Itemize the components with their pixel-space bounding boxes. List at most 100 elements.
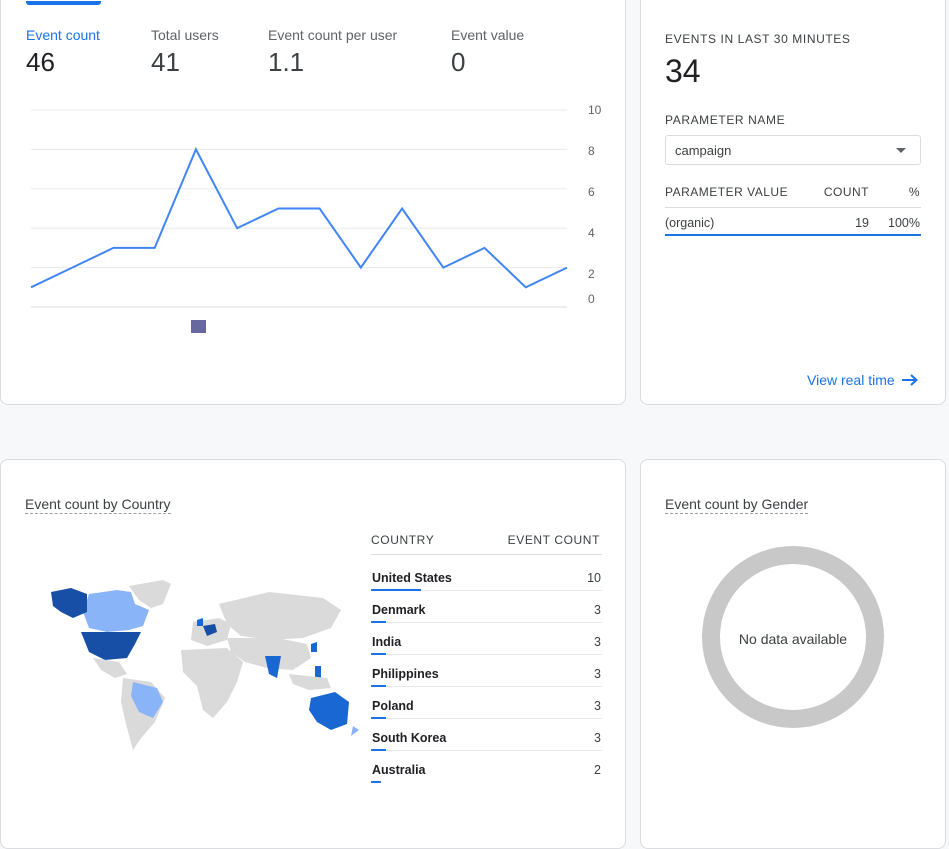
y-tick-label: 10	[588, 103, 602, 117]
dropdown-caret-icon	[896, 148, 906, 153]
event-count-series-line	[30, 147, 568, 289]
country-count: 3	[594, 667, 601, 681]
country-count: 3	[594, 699, 601, 713]
country-share-bar	[371, 717, 386, 719]
parameter-name-value: campaign	[675, 143, 732, 158]
col-country: COUNTRY	[371, 533, 435, 547]
gender-card: Event count by Gender No data available	[640, 459, 946, 849]
country-name: Australia	[372, 763, 426, 777]
parameter-name-label: PARAMETER NAME	[665, 113, 786, 127]
view-real-time-label: View real time	[807, 372, 895, 388]
india-region	[265, 656, 281, 678]
table-row[interactable]: Australia 2	[371, 756, 602, 788]
row-divider	[371, 590, 602, 591]
new-zealand-region	[351, 726, 359, 736]
row-divider	[371, 718, 602, 719]
country-count: 2	[594, 763, 601, 777]
country-count: 3	[594, 603, 601, 617]
country-count: 3	[594, 731, 601, 745]
country-name: India	[372, 635, 402, 649]
metric-label: Total users	[151, 27, 219, 43]
country-share-bar	[371, 749, 386, 751]
view-real-time-link[interactable]: View real time	[807, 372, 919, 388]
metric-tab-event-count-per-user[interactable]: Event count per user 1.1	[268, 27, 397, 78]
metric-label: Event value	[451, 27, 525, 43]
metric-tab-event-value[interactable]: Event value 0	[451, 27, 524, 78]
country-name: United States	[372, 571, 452, 585]
row-parameter-value: (organic)	[665, 216, 715, 230]
greenland-region	[129, 580, 171, 608]
gender-card-title[interactable]: Event count by Gender	[665, 496, 809, 514]
brazil-region	[131, 682, 163, 718]
row-share-bar	[665, 234, 921, 236]
country-share-bar	[371, 781, 381, 783]
table-row[interactable]: Philippines 3	[371, 660, 602, 692]
metric-tab-event-count[interactable]: Event count 46	[26, 27, 100, 78]
parameter-name-select[interactable]: campaign	[665, 135, 921, 165]
country-share-bar	[371, 685, 386, 687]
world-map[interactable]	[31, 578, 366, 758]
metric-tab-total-users[interactable]: Total users 41	[151, 27, 219, 78]
realtime-title: EVENTS IN LAST 30 MINUTES	[665, 32, 851, 46]
central-america-region	[93, 658, 127, 678]
country-share-bar	[371, 621, 386, 623]
row-percent: 100%	[888, 216, 920, 230]
country-share-bar	[371, 653, 386, 655]
table-row[interactable]: Poland 3	[371, 692, 602, 724]
row-divider	[371, 750, 602, 751]
country-count: 3	[594, 635, 601, 649]
table-row[interactable]: South Korea 3	[371, 724, 602, 756]
metric-value: 0	[451, 47, 466, 77]
alaska-region	[51, 588, 87, 618]
col-count: COUNT	[823, 185, 869, 199]
arrow-right-icon	[901, 374, 918, 386]
south-korea-region	[311, 642, 317, 652]
country-header-divider	[371, 554, 602, 555]
table-row[interactable]: India 3	[371, 628, 602, 660]
country-name: South Korea	[372, 731, 447, 745]
realtime-value: 34	[665, 53, 701, 89]
country-share-bar	[371, 589, 421, 591]
country-name: Denmark	[372, 603, 426, 617]
country-name: Philippines	[372, 667, 439, 681]
x-axis-marker	[191, 320, 206, 333]
y-tick-label: 4	[588, 226, 595, 240]
col-event-count: EVENT COUNT	[507, 533, 600, 547]
map-landmass	[51, 580, 359, 750]
active-tab-indicator	[26, 1, 101, 5]
header-divider	[665, 207, 921, 208]
row-count: 19	[855, 216, 869, 230]
country-name: Poland	[372, 699, 414, 713]
denmark-region	[197, 618, 203, 626]
col-parameter-value: PARAMETER VALUE	[665, 185, 789, 199]
philippines-region	[315, 666, 321, 678]
metric-label: Event count	[26, 27, 100, 43]
row-divider	[371, 654, 602, 655]
realtime-card: EVENTS IN LAST 30 MINUTES 34 PARAMETER N…	[640, 0, 946, 405]
metrics-card: Event count 46 Total users 41 Event coun…	[0, 0, 626, 405]
united-states-region	[81, 632, 141, 660]
metric-value: 41	[151, 47, 180, 77]
row-divider	[371, 686, 602, 687]
russia-asia-region	[219, 592, 341, 640]
metric-value: 46	[26, 47, 55, 77]
no-data-message: No data available	[738, 631, 848, 647]
southeast-asia-region	[289, 674, 331, 690]
y-tick-label: 2	[588, 267, 595, 281]
country-count: 10	[587, 571, 601, 585]
middle-asia-region	[227, 638, 311, 670]
canada-region	[83, 590, 149, 632]
table-row[interactable]: United States 10	[371, 564, 602, 596]
col-percent: %	[908, 185, 920, 199]
y-tick-label: 8	[588, 144, 595, 158]
y-tick-label: 0	[588, 292, 595, 306]
metric-value: 1.1	[268, 47, 305, 77]
table-row[interactable]: Denmark 3	[371, 596, 602, 628]
australia-region	[309, 692, 349, 730]
country-card: Event count by Country COUNTRY EVENT COU…	[0, 459, 626, 849]
country-card-title[interactable]: Event count by Country	[25, 496, 171, 514]
event-count-line-chart: 10 8 6 4 2 0	[30, 103, 602, 333]
y-tick-label: 6	[588, 185, 595, 199]
africa-region	[181, 648, 243, 718]
poland-region	[203, 624, 217, 636]
